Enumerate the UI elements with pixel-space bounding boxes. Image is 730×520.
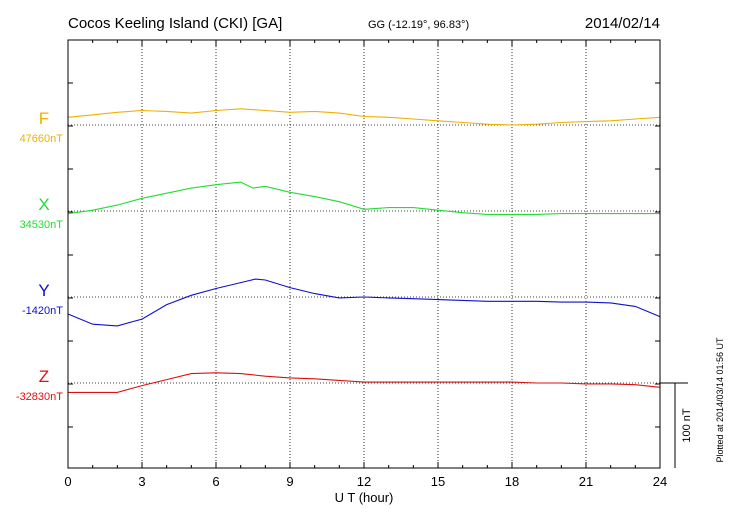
series-line-f: [67, 108, 661, 126]
x-axis-label: U T (hour): [335, 490, 394, 505]
grid-lines: [141, 40, 587, 468]
x-tick-label: 0: [64, 474, 71, 489]
x-tick-label: 12: [357, 474, 371, 489]
series-baseline-z: -32830nT: [16, 391, 63, 403]
series-layer: [67, 108, 661, 393]
scale-bar-label: 100 nT: [681, 408, 693, 443]
plot-date: 2014/02/14: [585, 15, 660, 32]
series-line-z: [68, 372, 661, 393]
x-tick-label: 21: [579, 474, 593, 489]
series-line-y: [67, 278, 661, 327]
plotted-at-note: Plotted at 2014/03/14 01:56 UT: [715, 337, 725, 463]
series-name-f: F: [39, 109, 49, 128]
x-tick-label: 6: [212, 474, 219, 489]
series-baseline-y: -1420nT: [22, 305, 63, 317]
station-coordinates: GG (-12.19°, 96.83°): [368, 19, 469, 31]
x-tick-label: 24: [653, 474, 667, 489]
plot-frame: [67, 39, 661, 469]
x-tick-label: 3: [138, 474, 145, 489]
series-name-x: X: [38, 195, 49, 214]
series-name-y: Y: [38, 281, 49, 300]
x-axis: 0 3 6 9 12 15 18 21 24: [64, 40, 667, 489]
series-name-z: Z: [39, 367, 49, 386]
series-baseline-f: 47660nT: [20, 133, 64, 145]
series-line-x: [67, 181, 660, 215]
series-labels: F 47660nT X 34530nT Y -1420nT Z -32830nT: [16, 109, 63, 403]
x-tick-label: 9: [286, 474, 293, 489]
series-baseline-x: 34530nT: [20, 219, 64, 231]
x-tick-label: 18: [505, 474, 519, 489]
x-tick-label: 15: [431, 474, 445, 489]
scale-bar: 100 nT: [660, 382, 693, 468]
station-title: Cocos Keeling Island (CKI) [GA]: [68, 15, 282, 32]
